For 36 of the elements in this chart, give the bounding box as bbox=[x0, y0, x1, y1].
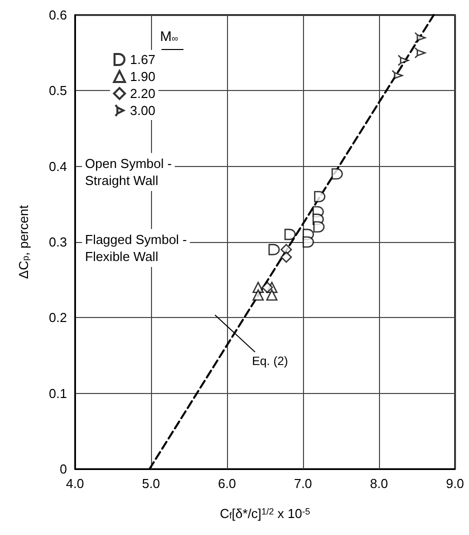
x-tick-label: 9.0 bbox=[446, 476, 464, 491]
x-tick-label: 8.0 bbox=[370, 476, 388, 491]
point bbox=[268, 244, 280, 256]
legend-label: 2.20 bbox=[130, 86, 156, 101]
legend-label: 3.00 bbox=[130, 103, 156, 118]
point bbox=[313, 221, 325, 233]
y-tick-label: 0 bbox=[60, 462, 67, 476]
legend-label: 1.67 bbox=[130, 52, 156, 67]
point bbox=[332, 168, 343, 180]
y-tick-label: 0.2 bbox=[48, 310, 67, 326]
y-tick-label: 0.4 bbox=[48, 158, 67, 174]
point bbox=[262, 282, 273, 294]
point bbox=[414, 32, 426, 44]
annotation: Flagged Symbol - Flexible Wall bbox=[85, 232, 187, 264]
y-axis-title: ΔCp, percent bbox=[16, 204, 31, 279]
x-tick-label: 5.0 bbox=[142, 476, 160, 491]
legend-title: M∞ bbox=[160, 28, 179, 44]
point bbox=[398, 54, 409, 66]
x-tick-label: 4.0 bbox=[66, 476, 84, 491]
y-tick-label: 0.3 bbox=[48, 234, 67, 250]
annotation: Open Symbol - Straight Wall bbox=[85, 156, 172, 188]
y-tick-label: 0.1 bbox=[48, 386, 67, 401]
point bbox=[392, 70, 403, 82]
point bbox=[414, 47, 426, 58]
legend-label: 1.90 bbox=[130, 69, 156, 84]
point bbox=[314, 190, 326, 202]
point bbox=[266, 289, 278, 301]
point bbox=[252, 289, 264, 301]
point bbox=[284, 228, 296, 240]
x-tick-label: 7.0 bbox=[294, 476, 312, 491]
point bbox=[302, 236, 314, 248]
x-tick-label: 6.0 bbox=[218, 476, 236, 491]
annotation: Eq. (2) bbox=[252, 354, 288, 368]
y-tick-label: 0.6 bbox=[48, 8, 67, 22]
point bbox=[280, 251, 292, 263]
y-tick-label: 0.5 bbox=[48, 83, 67, 98]
